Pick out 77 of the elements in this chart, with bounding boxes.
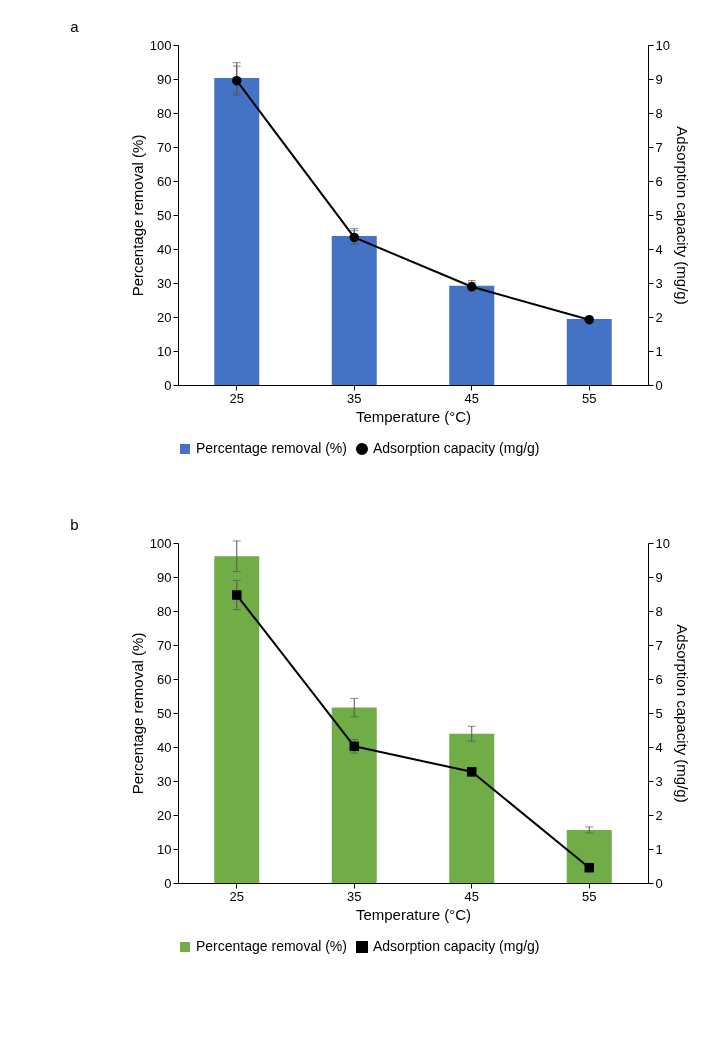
- y2-tick-label: 4: [655, 739, 663, 755]
- x-tick-label: 55: [582, 390, 597, 406]
- point: [584, 314, 594, 325]
- y-tick-label: 60: [157, 173, 172, 189]
- y-tick-label: 30: [157, 773, 172, 789]
- chart-title: a: [70, 18, 80, 35]
- point: [232, 75, 242, 86]
- y2-axis-title: Adsorption capacity (mg/g): [673, 126, 691, 305]
- chart-title: b: [70, 516, 79, 533]
- y-axis-title: Percentage removal (%): [128, 134, 146, 297]
- bar: [214, 77, 260, 385]
- x-tick-label: 25: [229, 390, 244, 406]
- x-tick-label: 55: [582, 888, 597, 904]
- bar: [566, 829, 612, 883]
- bar: [449, 733, 495, 883]
- y2-tick-label: 8: [655, 603, 663, 619]
- y2-tick-label: 2: [655, 309, 663, 325]
- y2-tick-label: 5: [655, 705, 663, 721]
- y2-tick-label: 0: [655, 875, 663, 891]
- y-tick-label: 80: [157, 603, 172, 619]
- bar: [331, 236, 377, 385]
- legend-label: Adsorption capacity (mg/g): [373, 440, 540, 456]
- y-tick-label: 30: [157, 275, 172, 291]
- bar: [449, 285, 495, 385]
- y2-tick-label: 1: [655, 343, 663, 359]
- y-tick-label: 40: [157, 241, 172, 257]
- y2-tick-label: 3: [655, 275, 663, 291]
- bar: [331, 707, 377, 883]
- y-tick-label: 100: [149, 535, 172, 551]
- point: [467, 767, 477, 777]
- y-tick-label: 90: [157, 569, 172, 585]
- y-tick-label: 70: [157, 139, 172, 155]
- x-axis-title: Temperature (°C): [355, 905, 472, 923]
- y2-tick-label: 3: [655, 773, 663, 789]
- y-tick-label: 10: [157, 841, 172, 857]
- x-tick-label: 45: [464, 390, 479, 406]
- y-tick-label: 50: [157, 705, 172, 721]
- x-tick-label: 35: [347, 888, 362, 904]
- y2-tick-label: 7: [655, 637, 663, 653]
- y-tick-label: 0: [164, 875, 172, 891]
- y2-tick-label: 2: [655, 807, 663, 823]
- y2-tick-label: 10: [655, 535, 670, 551]
- y-tick-label: 20: [157, 309, 172, 325]
- y2-tick-label: 0: [655, 377, 663, 393]
- y-tick-label: 20: [157, 807, 172, 823]
- y-tick-label: 80: [157, 105, 172, 121]
- y-tick-label: 50: [157, 207, 172, 223]
- y-tick-label: 0: [164, 377, 172, 393]
- legend-label: Percentage removal (%): [196, 440, 347, 456]
- x-tick-label: 45: [464, 888, 479, 904]
- y2-tick-label: 1: [655, 841, 663, 857]
- point: [232, 590, 242, 600]
- y-tick-label: 70: [157, 637, 172, 653]
- y-tick-label: 90: [157, 71, 172, 87]
- y-tick-label: 10: [157, 343, 172, 359]
- bar: [214, 556, 260, 883]
- y-axis-title: Percentage removal (%): [128, 632, 146, 795]
- y2-tick-label: 8: [655, 105, 663, 121]
- y2-tick-label: 6: [655, 173, 663, 189]
- y2-tick-label: 4: [655, 241, 663, 257]
- y2-tick-label: 9: [655, 71, 663, 87]
- y-tick-label: 40: [157, 739, 172, 755]
- x-axis-title: Temperature (°C): [355, 407, 472, 425]
- y2-tick-label: 7: [655, 139, 663, 155]
- y-tick-label: 60: [157, 671, 172, 687]
- bar: [566, 319, 612, 385]
- x-tick-label: 35: [347, 390, 362, 406]
- y2-tick-label: 5: [655, 207, 663, 223]
- y-tick-label: 100: [149, 37, 172, 53]
- point: [584, 862, 594, 873]
- y2-tick-label: 9: [655, 569, 663, 585]
- x-tick-label: 25: [229, 888, 244, 904]
- y2-tick-label: 10: [655, 37, 670, 53]
- y2-axis-title: Adsorption capacity (mg/g): [673, 624, 691, 803]
- legend-label: Adsorption capacity (mg/g): [373, 938, 540, 954]
- y2-tick-label: 6: [655, 671, 663, 687]
- legend-label: Percentage removal (%): [196, 938, 347, 954]
